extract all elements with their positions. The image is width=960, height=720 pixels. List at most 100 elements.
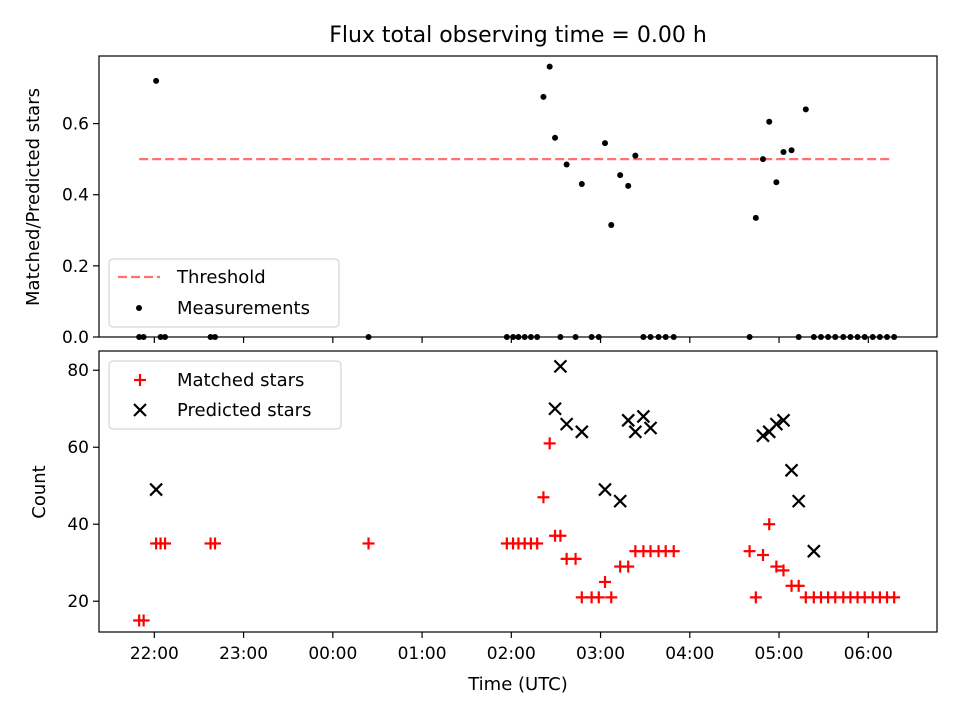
matched-star-point <box>569 552 582 565</box>
predicted-star-point <box>807 544 821 558</box>
matched-star-point <box>888 591 901 604</box>
time-x-tick-label: 00:00 <box>308 644 357 664</box>
predicted-star-point <box>756 428 770 443</box>
ratio-legend-box <box>108 258 340 328</box>
count-legend-box <box>108 360 342 430</box>
ratio-x-axis-ticks <box>153 337 869 343</box>
time-x-tick-label: 03:00 <box>576 644 625 664</box>
time-x-tick-label: 22:00 <box>130 644 179 664</box>
matched-star-point <box>763 518 776 531</box>
predicted-star-point <box>769 417 784 431</box>
measurement-point <box>608 221 615 228</box>
time-x-tick-label: 04:00 <box>665 644 714 664</box>
matched-star-point <box>537 491 550 504</box>
measurement-point <box>552 134 559 141</box>
measurement-point <box>632 152 639 159</box>
matched-star-point <box>749 591 762 604</box>
ratio-panel: 0.0 0.2 0.4 0.6 Matched/Predicted stars Thr… <box>23 55 938 348</box>
predicted-star-point <box>598 482 612 497</box>
ratio-y-tick-label: 0.2 <box>62 257 89 277</box>
ratio-y-tick-label: 0.0 <box>62 328 89 348</box>
count-y-axis-label: Count <box>29 465 50 518</box>
time-x-axis: 22:00 23:00 00:00 01:00 02:00 03:00 04:00 05:00… <box>130 632 893 664</box>
predicted-star-point <box>636 409 651 424</box>
predicted-legend-label: Predicted stars <box>177 400 311 421</box>
matched-star-point <box>756 549 769 562</box>
predicted-star-point <box>621 413 635 428</box>
time-x-tick-label: 23:00 <box>219 644 268 664</box>
threshold-legend-label: Threshold <box>176 267 266 288</box>
ratio-y-tick-label: 0.4 <box>62 186 89 206</box>
matched-legend-swatch <box>134 374 146 386</box>
count-panel: 20 40 60 80 22:00 23:00 00:00 01:00 02:00 03:00 0… <box>29 350 938 695</box>
count-y-axis: 20 40 60 80 <box>67 361 99 612</box>
ratio-y-axis-label: Matched/Predicted stars <box>23 88 44 306</box>
matched-star-point <box>362 537 375 550</box>
ratio-legend: Threshold Measurements <box>108 258 340 328</box>
measurement-point <box>602 140 609 147</box>
matched-star-point <box>592 591 605 604</box>
predicted-star-point <box>548 401 562 416</box>
matched-star-point <box>543 437 556 450</box>
measurement-point <box>546 63 553 70</box>
predicted-star-point <box>643 421 658 435</box>
count-y-tick-label: 60 <box>67 438 89 458</box>
count-legend: Matched stars Predicted stars <box>108 360 342 430</box>
measurement-point <box>153 77 160 84</box>
matched-star-point <box>159 537 172 550</box>
matched-star-point <box>770 560 783 573</box>
matched-star-point <box>777 564 790 577</box>
predicted-star-point <box>559 417 574 431</box>
time-x-tick-label: 02:00 <box>487 644 536 664</box>
measurements-legend-label: Measurements <box>177 298 310 319</box>
ratio-y-axis: 0.0 0.2 0.4 0.6 <box>62 115 99 348</box>
count-plot-frame <box>98 350 938 633</box>
measurements-legend-swatch <box>136 305 142 311</box>
measurement-point <box>773 179 780 186</box>
time-x-tick-label: 01:00 <box>398 644 447 664</box>
measurement-point <box>766 118 773 125</box>
matched-legend-label: Matched stars <box>177 370 304 391</box>
predicted-star-point <box>613 494 627 508</box>
predicted-star-point <box>776 413 791 428</box>
measurement-point <box>563 161 570 168</box>
measurement-point <box>788 147 795 154</box>
measurement-point <box>752 214 759 221</box>
matched-star-point <box>792 579 805 592</box>
measurement-point <box>802 106 809 113</box>
predicted-legend-swatch <box>133 403 147 417</box>
matched-star-point <box>209 537 222 550</box>
measurement-point <box>780 149 787 156</box>
measurement-point <box>540 93 547 100</box>
matched-star-point <box>667 545 680 558</box>
matched-star-point <box>743 545 756 558</box>
measurement-point <box>617 172 624 179</box>
predicted-star-point <box>784 463 799 478</box>
matched-star-point <box>554 529 567 542</box>
measurement-point <box>578 181 585 188</box>
predicted-star-point <box>791 494 806 508</box>
matched-star-point <box>605 591 618 604</box>
matched-star-point <box>622 560 635 573</box>
time-x-tick-label: 06:00 <box>844 644 893 664</box>
time-x-tick-label: 05:00 <box>755 644 804 664</box>
count-y-tick-label: 80 <box>67 361 89 381</box>
predicted-star-point <box>628 425 643 439</box>
matched-star-point <box>599 575 612 588</box>
matched-stars-points <box>133 437 901 627</box>
measurement-point <box>759 156 766 163</box>
predicted-star-point <box>553 359 568 374</box>
matched-star-point <box>137 614 150 627</box>
predicted-stars-points <box>149 359 821 558</box>
count-y-tick-label: 20 <box>67 592 89 612</box>
count-y-tick-label: 40 <box>67 515 89 535</box>
x-axis-label: Time (UTC) <box>467 674 568 695</box>
predicted-star-point <box>575 425 589 439</box>
predicted-star-point <box>149 482 163 497</box>
matched-star-point <box>531 537 544 550</box>
chart-title: Flux total observing time = 0.00 h <box>329 23 707 48</box>
ratio-y-tick-label: 0.6 <box>62 115 89 135</box>
measurement-point <box>625 182 632 189</box>
